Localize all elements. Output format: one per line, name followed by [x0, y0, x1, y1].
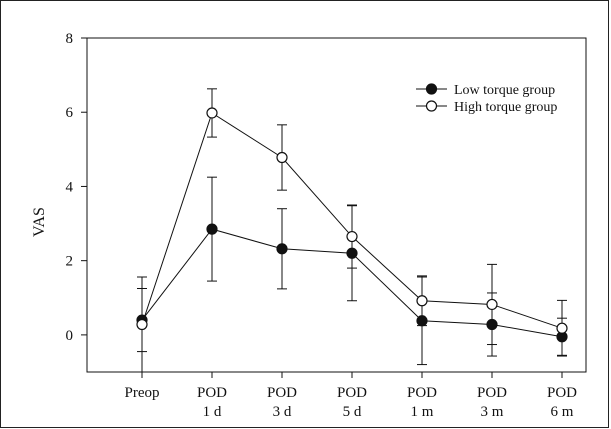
- x-tick-label: POD 3 m: [477, 385, 507, 420]
- legend: Low torque group High torque group: [416, 83, 557, 115]
- data-point: [276, 151, 288, 164]
- y-tick-label: 4: [66, 179, 74, 195]
- y-tick-label: 2: [66, 254, 74, 270]
- data-point: [206, 223, 218, 235]
- y-tick-label: 6: [66, 105, 74, 121]
- plot-frame: [86, 37, 587, 373]
- legend-marker: [425, 100, 438, 112]
- data-point: [276, 243, 288, 255]
- legend-marker: [425, 83, 438, 95]
- x-tick-label: POD 1 d: [197, 385, 227, 420]
- legend-label: High torque group: [454, 100, 557, 115]
- y-tick-label: 8: [66, 31, 74, 47]
- data-point: [486, 298, 498, 311]
- series-2: [136, 88, 568, 373]
- y-tick-label: 0: [66, 328, 74, 344]
- x-tick-label: Preop: [125, 385, 160, 401]
- data-point: [136, 318, 148, 331]
- data-point: [556, 322, 568, 334]
- plot-area: [136, 88, 568, 373]
- data-point: [346, 230, 358, 243]
- data-point: [416, 295, 428, 307]
- x-tick-label: POD 5 d: [337, 385, 367, 420]
- x-tick-label: POD 6 m: [547, 385, 577, 420]
- x-tick-label: POD 1 m: [407, 385, 437, 420]
- x-tick-label: POD 3 d: [267, 385, 297, 420]
- legend-label: Low torque group: [454, 83, 555, 98]
- axes: 0 2 4 6 8 Preop POD 1 d POD 3 d POD 5 d POD 1 m POD 3 m…: [66, 31, 587, 420]
- data-point: [206, 107, 218, 119]
- y-axis-label: VAS: [31, 207, 48, 237]
